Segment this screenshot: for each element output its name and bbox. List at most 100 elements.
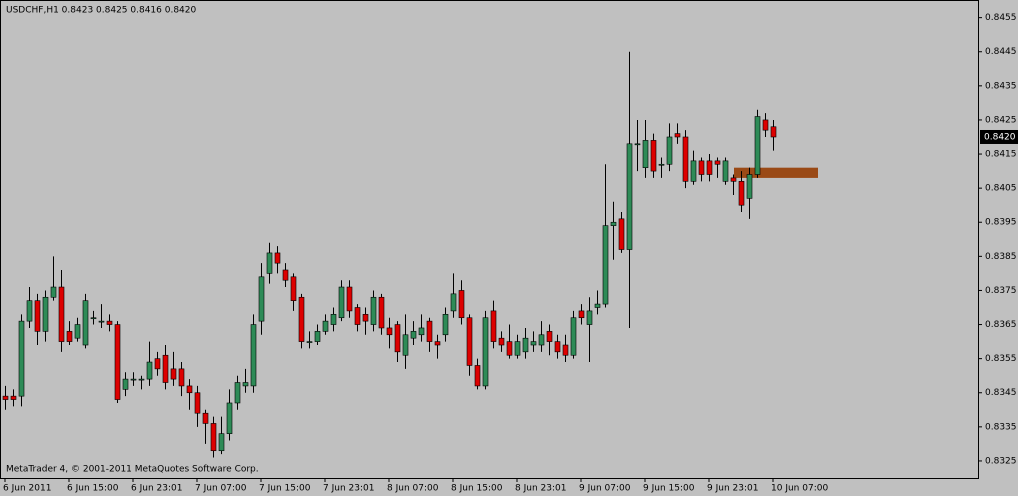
y-tick-label: 0.8455 (985, 13, 1017, 23)
candle-body (114, 324, 121, 400)
candle-body (410, 331, 417, 339)
candle-body (394, 324, 401, 353)
candle-body (370, 296, 377, 325)
x-tick-label: 6 Jun 23:01 (131, 484, 182, 494)
candle-body (42, 296, 49, 332)
candle-body (298, 296, 305, 342)
candle-body (234, 382, 241, 404)
x-tick-label: 6 Jun 2011 (3, 484, 51, 494)
candle-body (434, 341, 441, 346)
y-tick-label: 0.8385 (985, 252, 1017, 262)
chart-title: USDCHF,H1 0.8423 0.8425 0.8416 0.8420 (6, 6, 196, 16)
candle-body (218, 433, 225, 452)
y-tick-label: 0.8365 (985, 320, 1017, 330)
candle-body (2, 395, 9, 400)
x-tick-label: 8 Jun 07:00 (387, 484, 439, 494)
candle-body (226, 402, 233, 434)
candle-body (690, 160, 697, 182)
candle-body (306, 341, 313, 343)
candle-body (658, 163, 665, 166)
candle-body (482, 317, 489, 387)
candle-body (498, 337, 505, 346)
x-tick-label: 7 Jun 07:00 (195, 484, 247, 494)
candle-body (522, 337, 529, 353)
candle-body (698, 160, 705, 175)
x-tick-label: 9 Jun 07:00 (579, 484, 631, 494)
candle-body (578, 310, 585, 319)
candle-body (338, 286, 345, 319)
candle-body (178, 368, 185, 387)
x-tick-label: 7 Jun 15:00 (259, 484, 311, 494)
candle-body (490, 310, 497, 342)
candle-body (650, 140, 657, 172)
candle-body (122, 378, 129, 390)
y-tick-label: 0.8345 (985, 388, 1017, 398)
candle-body (146, 361, 153, 380)
candle-body (426, 320, 433, 342)
candle-body (66, 331, 73, 342)
y-tick-label: 0.8355 (985, 354, 1017, 364)
candle-body (210, 423, 217, 452)
candle-body (682, 136, 689, 182)
candle-body (282, 269, 289, 281)
candle-body (26, 300, 33, 322)
candle-body (58, 286, 65, 342)
candle-body (546, 331, 553, 342)
candle-body (530, 341, 537, 346)
candle-body (674, 133, 681, 138)
candle-body (610, 221, 617, 226)
candle-body (466, 317, 473, 366)
candle-body (154, 358, 161, 370)
candle-body (378, 296, 385, 329)
candle-body (186, 385, 193, 394)
candle-body (266, 252, 273, 274)
candle-body (738, 181, 745, 206)
candle-body (250, 324, 257, 387)
candle-body (666, 136, 673, 165)
y-tick-label: 0.8325 (985, 456, 1017, 466)
candle-body (362, 314, 369, 322)
candle-body (194, 392, 201, 414)
candle-body (242, 382, 249, 387)
candle-body (138, 378, 145, 381)
y-tick-label: 0.8415 (985, 150, 1017, 160)
current-price-box (980, 129, 1018, 144)
y-tick-label: 0.8375 (985, 286, 1017, 296)
y-tick-label: 0.8405 (985, 184, 1017, 194)
candle-body (458, 290, 465, 319)
candle-body (754, 116, 761, 175)
candle-body (418, 327, 425, 336)
candle-body (90, 317, 97, 320)
candle-body (402, 334, 409, 356)
candle-body (330, 314, 337, 325)
y-tick-label: 0.8395 (985, 218, 1017, 228)
candle-body (634, 143, 641, 146)
candle-body (570, 317, 577, 356)
x-tick-label: 10 Jun 07:00 (771, 484, 828, 494)
candle-body (202, 412, 209, 424)
price-zone (734, 167, 818, 178)
candle-body (322, 320, 329, 332)
candle-body (106, 320, 113, 325)
y-tick-label: 0.8425 (985, 115, 1017, 125)
candle-body (170, 368, 177, 380)
candle-body (450, 293, 457, 312)
x-tick-label: 8 Jun 15:00 (451, 484, 503, 494)
current-price-label: 0.8420 (984, 132, 1016, 142)
y-tick-label: 0.8435 (985, 81, 1017, 91)
candle-body (354, 307, 361, 325)
candle-body (594, 303, 601, 308)
candle-body (162, 354, 169, 383)
y-tick-label: 0.8445 (985, 47, 1017, 57)
candle-body (554, 341, 561, 353)
candle-body (274, 252, 281, 264)
candle-body (474, 365, 481, 387)
candle-body (562, 344, 569, 356)
candle-body (770, 126, 777, 138)
candle-body (346, 286, 353, 312)
candle-body (706, 160, 713, 175)
candle-body (74, 324, 81, 339)
candle-body (386, 327, 393, 336)
